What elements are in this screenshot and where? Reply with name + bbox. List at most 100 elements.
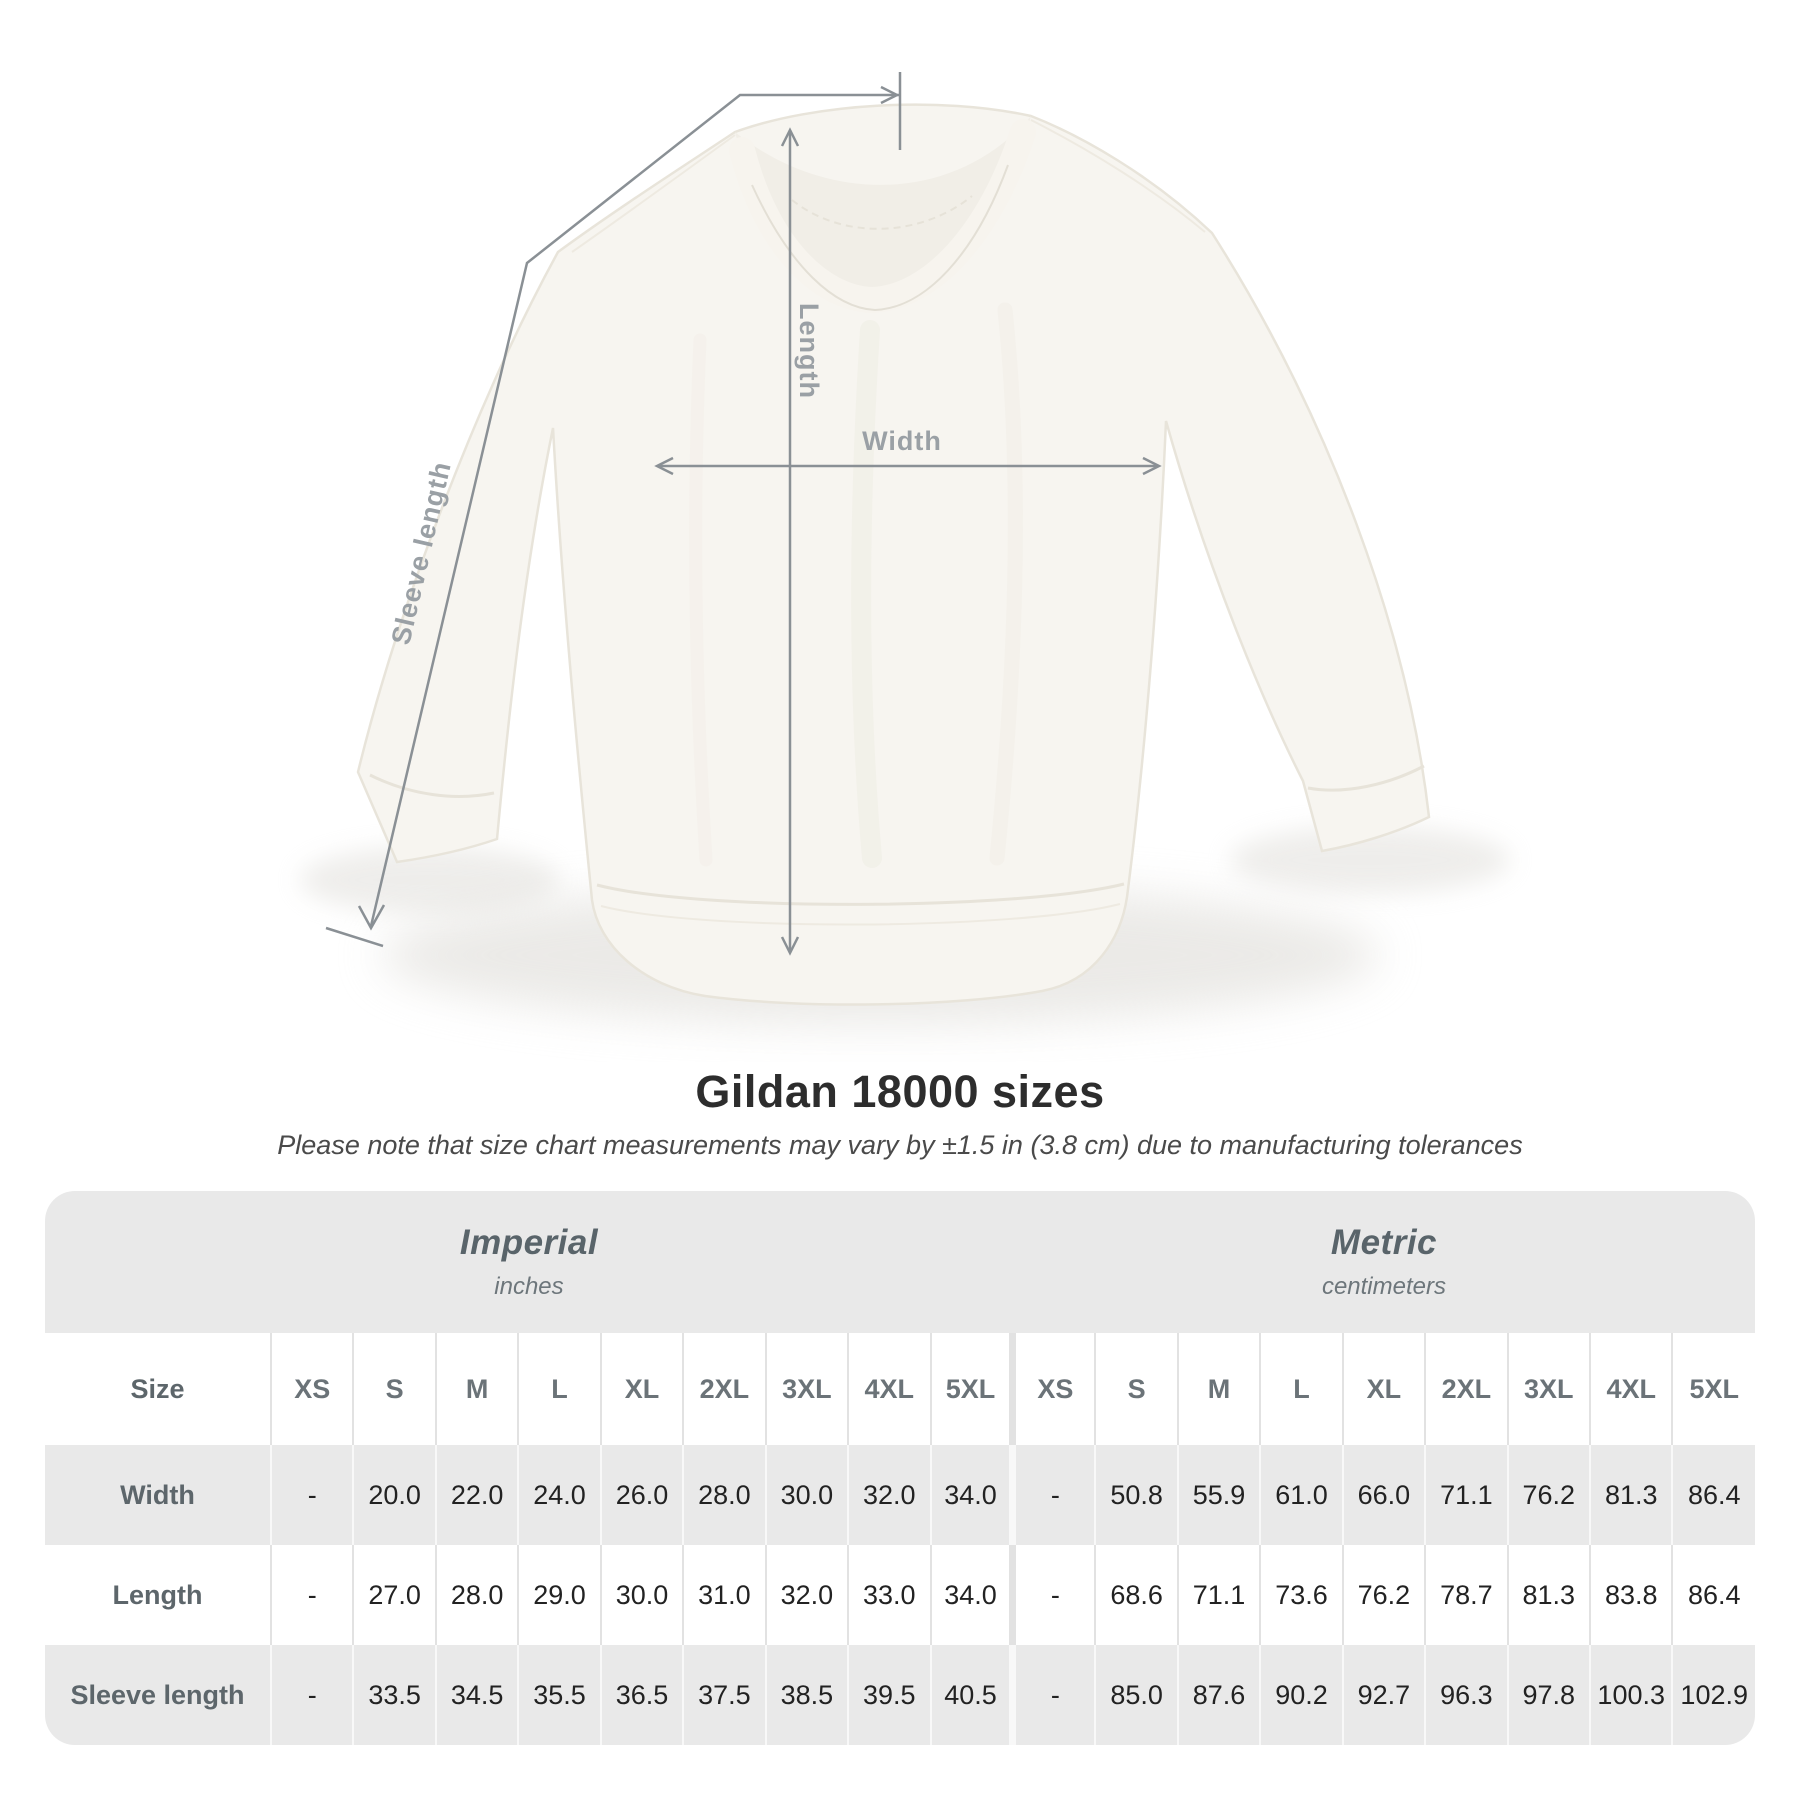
sleeve-5xl-in: 40.5 <box>929 1645 1013 1745</box>
row-label-length: Length <box>45 1545 271 1645</box>
size-chart: Imperial inches Metric centimeters Size … <box>45 1191 1755 1745</box>
size-col-m-metric: M <box>1176 1333 1261 1445</box>
size-col-5xl-metric: 5XL <box>1671 1333 1755 1445</box>
sleeve-4xl-cm: 100.3 <box>1588 1645 1673 1745</box>
length-xs-in: - <box>269 1545 354 1645</box>
size-header-row: Size XS S M L XL 2XL 3XL 4XL 5XL XS S M … <box>45 1333 1755 1445</box>
size-col-l-imperial: L <box>517 1333 601 1445</box>
measurement-row-sleeve-length: Sleeve length - 33.5 34.5 35.5 36.5 37.5… <box>45 1645 1755 1745</box>
measurement-row-length: Length - 27.0 28.0 29.0 30.0 31.0 32.0 3… <box>45 1545 1755 1645</box>
length-m-in: 28.0 <box>434 1545 519 1645</box>
size-col-s-imperial: S <box>352 1333 436 1445</box>
length-xl-in: 30.0 <box>599 1545 684 1645</box>
width-4xl-in: 32.0 <box>847 1445 931 1545</box>
width-xs-in: - <box>269 1445 354 1545</box>
size-col-m-imperial: M <box>434 1333 519 1445</box>
width-xl-cm: 66.0 <box>1341 1445 1426 1545</box>
sleeve-4xl-in: 39.5 <box>847 1645 931 1745</box>
measurement-arrows <box>325 72 1162 956</box>
sleeve-l-in: 35.5 <box>517 1645 601 1745</box>
size-col-3xl-metric: 3XL <box>1506 1333 1590 1445</box>
width-2xl-in: 28.0 <box>682 1445 766 1545</box>
fabric-folds <box>689 302 1023 868</box>
width-m-in: 22.0 <box>434 1445 519 1545</box>
length-4xl-in: 33.0 <box>847 1545 931 1645</box>
sleeve-xs-cm: - <box>1009 1645 1096 1745</box>
length-4xl-cm: 83.8 <box>1588 1545 1673 1645</box>
size-col-5xl-imperial: 5XL <box>929 1333 1013 1445</box>
length-xs-cm: - <box>1009 1545 1096 1645</box>
width-3xl-cm: 76.2 <box>1506 1445 1590 1545</box>
length-xl-cm: 76.2 <box>1341 1545 1426 1645</box>
length-5xl-in: 34.0 <box>929 1545 1013 1645</box>
metric-title: Metric <box>1330 1223 1438 1262</box>
row-label-width: Width <box>45 1445 271 1545</box>
length-s-in: 27.0 <box>352 1545 436 1645</box>
metric-header: Metric centimeters <box>1012 1191 1755 1333</box>
width-5xl-cm: 86.4 <box>1671 1445 1755 1545</box>
sleeve-5xl-cm: 102.9 <box>1671 1645 1755 1745</box>
unit-header-row: Imperial inches Metric centimeters <box>45 1191 1755 1333</box>
imperial-header: Imperial inches <box>45 1191 1013 1333</box>
width-measure-label: Width <box>862 426 942 456</box>
length-3xl-in: 32.0 <box>764 1545 849 1645</box>
length-s-cm: 68.6 <box>1094 1545 1178 1645</box>
size-col-xs-imperial: XS <box>269 1333 354 1445</box>
tolerance-note: Please note that size chart measurements… <box>277 1130 1523 1160</box>
sleeve-s-in: 33.5 <box>352 1645 436 1745</box>
sleeve-l-cm: 90.2 <box>1259 1645 1343 1745</box>
width-m-cm: 55.9 <box>1176 1445 1261 1545</box>
sleeve-xl-cm: 92.7 <box>1341 1645 1426 1745</box>
back-neck-stitch <box>791 195 973 230</box>
sleeve-xs-in: - <box>269 1645 354 1745</box>
size-col-4xl-metric: 4XL <box>1588 1333 1673 1445</box>
size-col-s-metric: S <box>1094 1333 1178 1445</box>
sleeve-3xl-cm: 97.8 <box>1506 1645 1590 1745</box>
sleeve-3xl-in: 38.5 <box>764 1645 849 1745</box>
length-2xl-in: 31.0 <box>682 1545 766 1645</box>
sleeve-s-cm: 85.0 <box>1094 1645 1178 1745</box>
size-col-4xl-imperial: 4XL <box>847 1333 931 1445</box>
width-3xl-in: 30.0 <box>764 1445 849 1545</box>
sleeve-2xl-cm: 96.3 <box>1424 1645 1508 1745</box>
length-5xl-cm: 86.4 <box>1671 1545 1755 1645</box>
sleeve-2xl-in: 37.5 <box>682 1645 766 1745</box>
width-s-in: 20.0 <box>352 1445 436 1545</box>
width-l-cm: 61.0 <box>1259 1445 1343 1545</box>
sleeve-length-arrow <box>325 72 902 948</box>
size-col-xl-metric: XL <box>1341 1333 1426 1445</box>
size-col-xs-metric: XS <box>1009 1333 1096 1445</box>
length-l-in: 29.0 <box>517 1545 601 1645</box>
width-l-in: 24.0 <box>517 1445 601 1545</box>
size-col-l-metric: L <box>1259 1333 1343 1445</box>
length-3xl-cm: 81.3 <box>1506 1545 1590 1645</box>
size-corner-label: Size <box>45 1333 271 1445</box>
length-2xl-cm: 78.7 <box>1424 1545 1508 1645</box>
size-col-xl-imperial: XL <box>599 1333 684 1445</box>
width-5xl-in: 34.0 <box>929 1445 1013 1545</box>
measurement-row-width: Width - 20.0 22.0 24.0 26.0 28.0 30.0 32… <box>45 1445 1755 1545</box>
sleeve-m-in: 34.5 <box>434 1645 519 1745</box>
sweatshirt-body <box>356 103 1431 1006</box>
page-title: Gildan 18000 sizes <box>695 1066 1105 1117</box>
row-label-sleeve-length: Sleeve length <box>45 1645 271 1745</box>
width-arrow <box>654 456 1162 476</box>
metric-unit: centimeters <box>1321 1273 1446 1300</box>
sleeve-xl-in: 36.5 <box>599 1645 684 1745</box>
imperial-title: Imperial <box>459 1223 599 1262</box>
length-measure-label: Length <box>794 303 824 399</box>
size-col-2xl-imperial: 2XL <box>682 1333 766 1445</box>
length-m-cm: 71.1 <box>1176 1545 1261 1645</box>
size-chart-table: Imperial inches Metric centimeters Size … <box>45 1191 1755 1745</box>
length-l-cm: 73.6 <box>1259 1545 1343 1645</box>
width-2xl-cm: 71.1 <box>1424 1445 1508 1545</box>
sweatshirt-diagram: Length Width Sleeve length <box>300 72 1510 1025</box>
size-col-3xl-imperial: 3XL <box>764 1333 849 1445</box>
imperial-unit: inches <box>494 1273 564 1300</box>
width-4xl-cm: 81.3 <box>1588 1445 1673 1545</box>
size-col-2xl-metric: 2XL <box>1424 1333 1508 1445</box>
width-s-cm: 50.8 <box>1094 1445 1178 1545</box>
width-xl-in: 26.0 <box>599 1445 684 1545</box>
length-arrow <box>780 127 800 956</box>
width-xs-cm: - <box>1009 1445 1096 1545</box>
